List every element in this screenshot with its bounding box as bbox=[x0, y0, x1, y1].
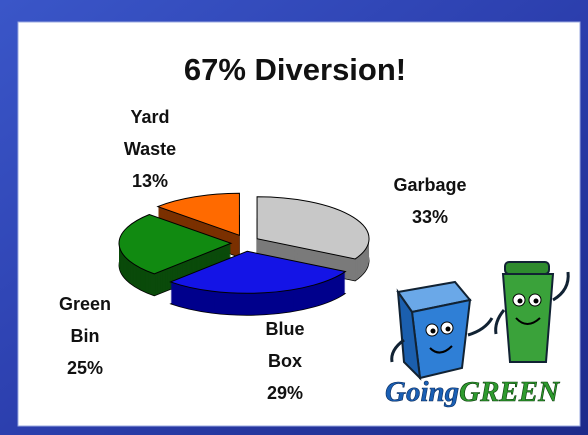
logo-word: Going bbox=[385, 376, 459, 408]
category-label: Blue Box bbox=[265, 319, 304, 371]
value-label: 33% bbox=[412, 207, 448, 227]
category-word: Yard bbox=[130, 107, 169, 127]
slice-top bbox=[169, 250, 347, 294]
chart-title: 67% Diversion! bbox=[184, 52, 406, 87]
category-label: Garbage bbox=[393, 175, 466, 195]
logo-text: GoingGREEN bbox=[385, 376, 560, 408]
category-word: Green bbox=[59, 294, 111, 314]
category-word: Blue bbox=[265, 319, 304, 339]
category-word: Box bbox=[268, 351, 302, 371]
logo-word: GREEN bbox=[459, 376, 560, 408]
green-bin-icon bbox=[494, 261, 570, 363]
category-word: Garbage bbox=[393, 175, 466, 195]
slice bbox=[118, 213, 233, 297]
slice-top bbox=[256, 196, 370, 260]
slice bbox=[169, 250, 347, 316]
value-label: 25% bbox=[67, 358, 103, 378]
category-label: Yard Waste bbox=[124, 107, 176, 159]
pie bbox=[118, 192, 370, 316]
blue-box-icon bbox=[390, 280, 494, 381]
slice-top bbox=[118, 213, 233, 275]
labels: Garbage 33% Blue Box 29% Green Bin 25% Yard Waste… bbox=[59, 107, 467, 403]
category-label: Green Bin bbox=[59, 294, 111, 346]
category-word: Bin bbox=[71, 326, 100, 346]
slice-top bbox=[156, 192, 240, 236]
value-label: 29% bbox=[267, 383, 303, 403]
value-label: 13% bbox=[132, 171, 168, 191]
category-word: Waste bbox=[124, 139, 176, 159]
logo: GoingGREEN bbox=[385, 261, 570, 408]
